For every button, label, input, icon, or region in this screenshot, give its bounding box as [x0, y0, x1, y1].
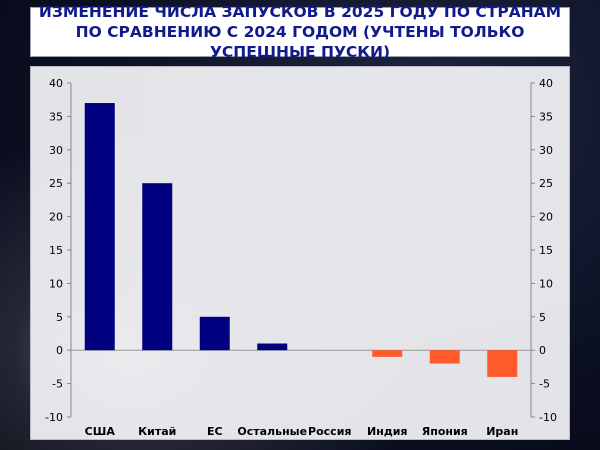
y-tick-label-left: 40	[49, 77, 63, 90]
y-tick-label-right: 25	[539, 177, 553, 190]
y-tick-label-left: 15	[49, 244, 63, 257]
bar-7	[487, 350, 518, 377]
y-tick-label-left: -5	[52, 378, 63, 391]
chart-title: ИЗМЕНЕНИЕ ЧИСЛА ЗАПУСКОВ В 2025 ГОДУ ПО …	[38, 3, 562, 61]
y-tick-label-right: 20	[539, 211, 553, 224]
y-tick-label-left: 30	[49, 144, 63, 157]
bar-chart-svg: 40 40 35 35 30 30 25 25 20 20 15 15 10 10 5 5 0 0 -5 -5 -10 -…	[45, 77, 557, 438]
x-category-label: Иран	[486, 425, 518, 438]
chart-area: 40 40 35 35 30 30 25 25 20 20 15 15 10 10 5 5 0 0 -5 -5 -10 -…	[30, 66, 570, 440]
y-tick-label-right: 35	[539, 110, 553, 123]
y-tick-label-right: 40	[539, 77, 553, 90]
y-tick-label-right: 10	[539, 277, 553, 290]
x-category-label: Китай	[138, 425, 176, 438]
y-tick-label-right: 0	[539, 344, 546, 357]
bar-3	[257, 343, 288, 351]
y-tick-label-left: -10	[45, 411, 63, 424]
y-tick-label-left: 20	[49, 211, 63, 224]
chart-title-box: ИЗМЕНЕНИЕ ЧИСЛА ЗАПУСКОВ В 2025 ГОДУ ПО …	[30, 3, 570, 61]
y-tick-label-left: 25	[49, 177, 63, 190]
x-category-label: Япония	[422, 425, 468, 438]
y-tick-label-left: 5	[56, 311, 63, 324]
bar-1	[142, 183, 173, 351]
y-tick-label-left: 10	[49, 277, 63, 290]
bar-5	[372, 350, 403, 357]
x-category-label: Остальные	[237, 425, 307, 438]
y-tick-label-right: 5	[539, 311, 546, 324]
x-category-label: Россия	[308, 425, 351, 438]
y-tick-label-left: 35	[49, 110, 63, 123]
bar-2	[199, 316, 230, 351]
x-category-label: Индия	[367, 425, 407, 438]
y-tick-label-left: 0	[56, 344, 63, 357]
bar-0	[84, 103, 115, 351]
y-tick-label-right: -10	[539, 411, 557, 424]
y-tick-label-right: -5	[539, 378, 550, 391]
y-tick-label-right: 15	[539, 244, 553, 257]
bar-6	[429, 350, 460, 364]
x-category-label: США	[85, 425, 116, 438]
x-category-label: ЕС	[207, 425, 223, 438]
y-tick-label-right: 30	[539, 144, 553, 157]
